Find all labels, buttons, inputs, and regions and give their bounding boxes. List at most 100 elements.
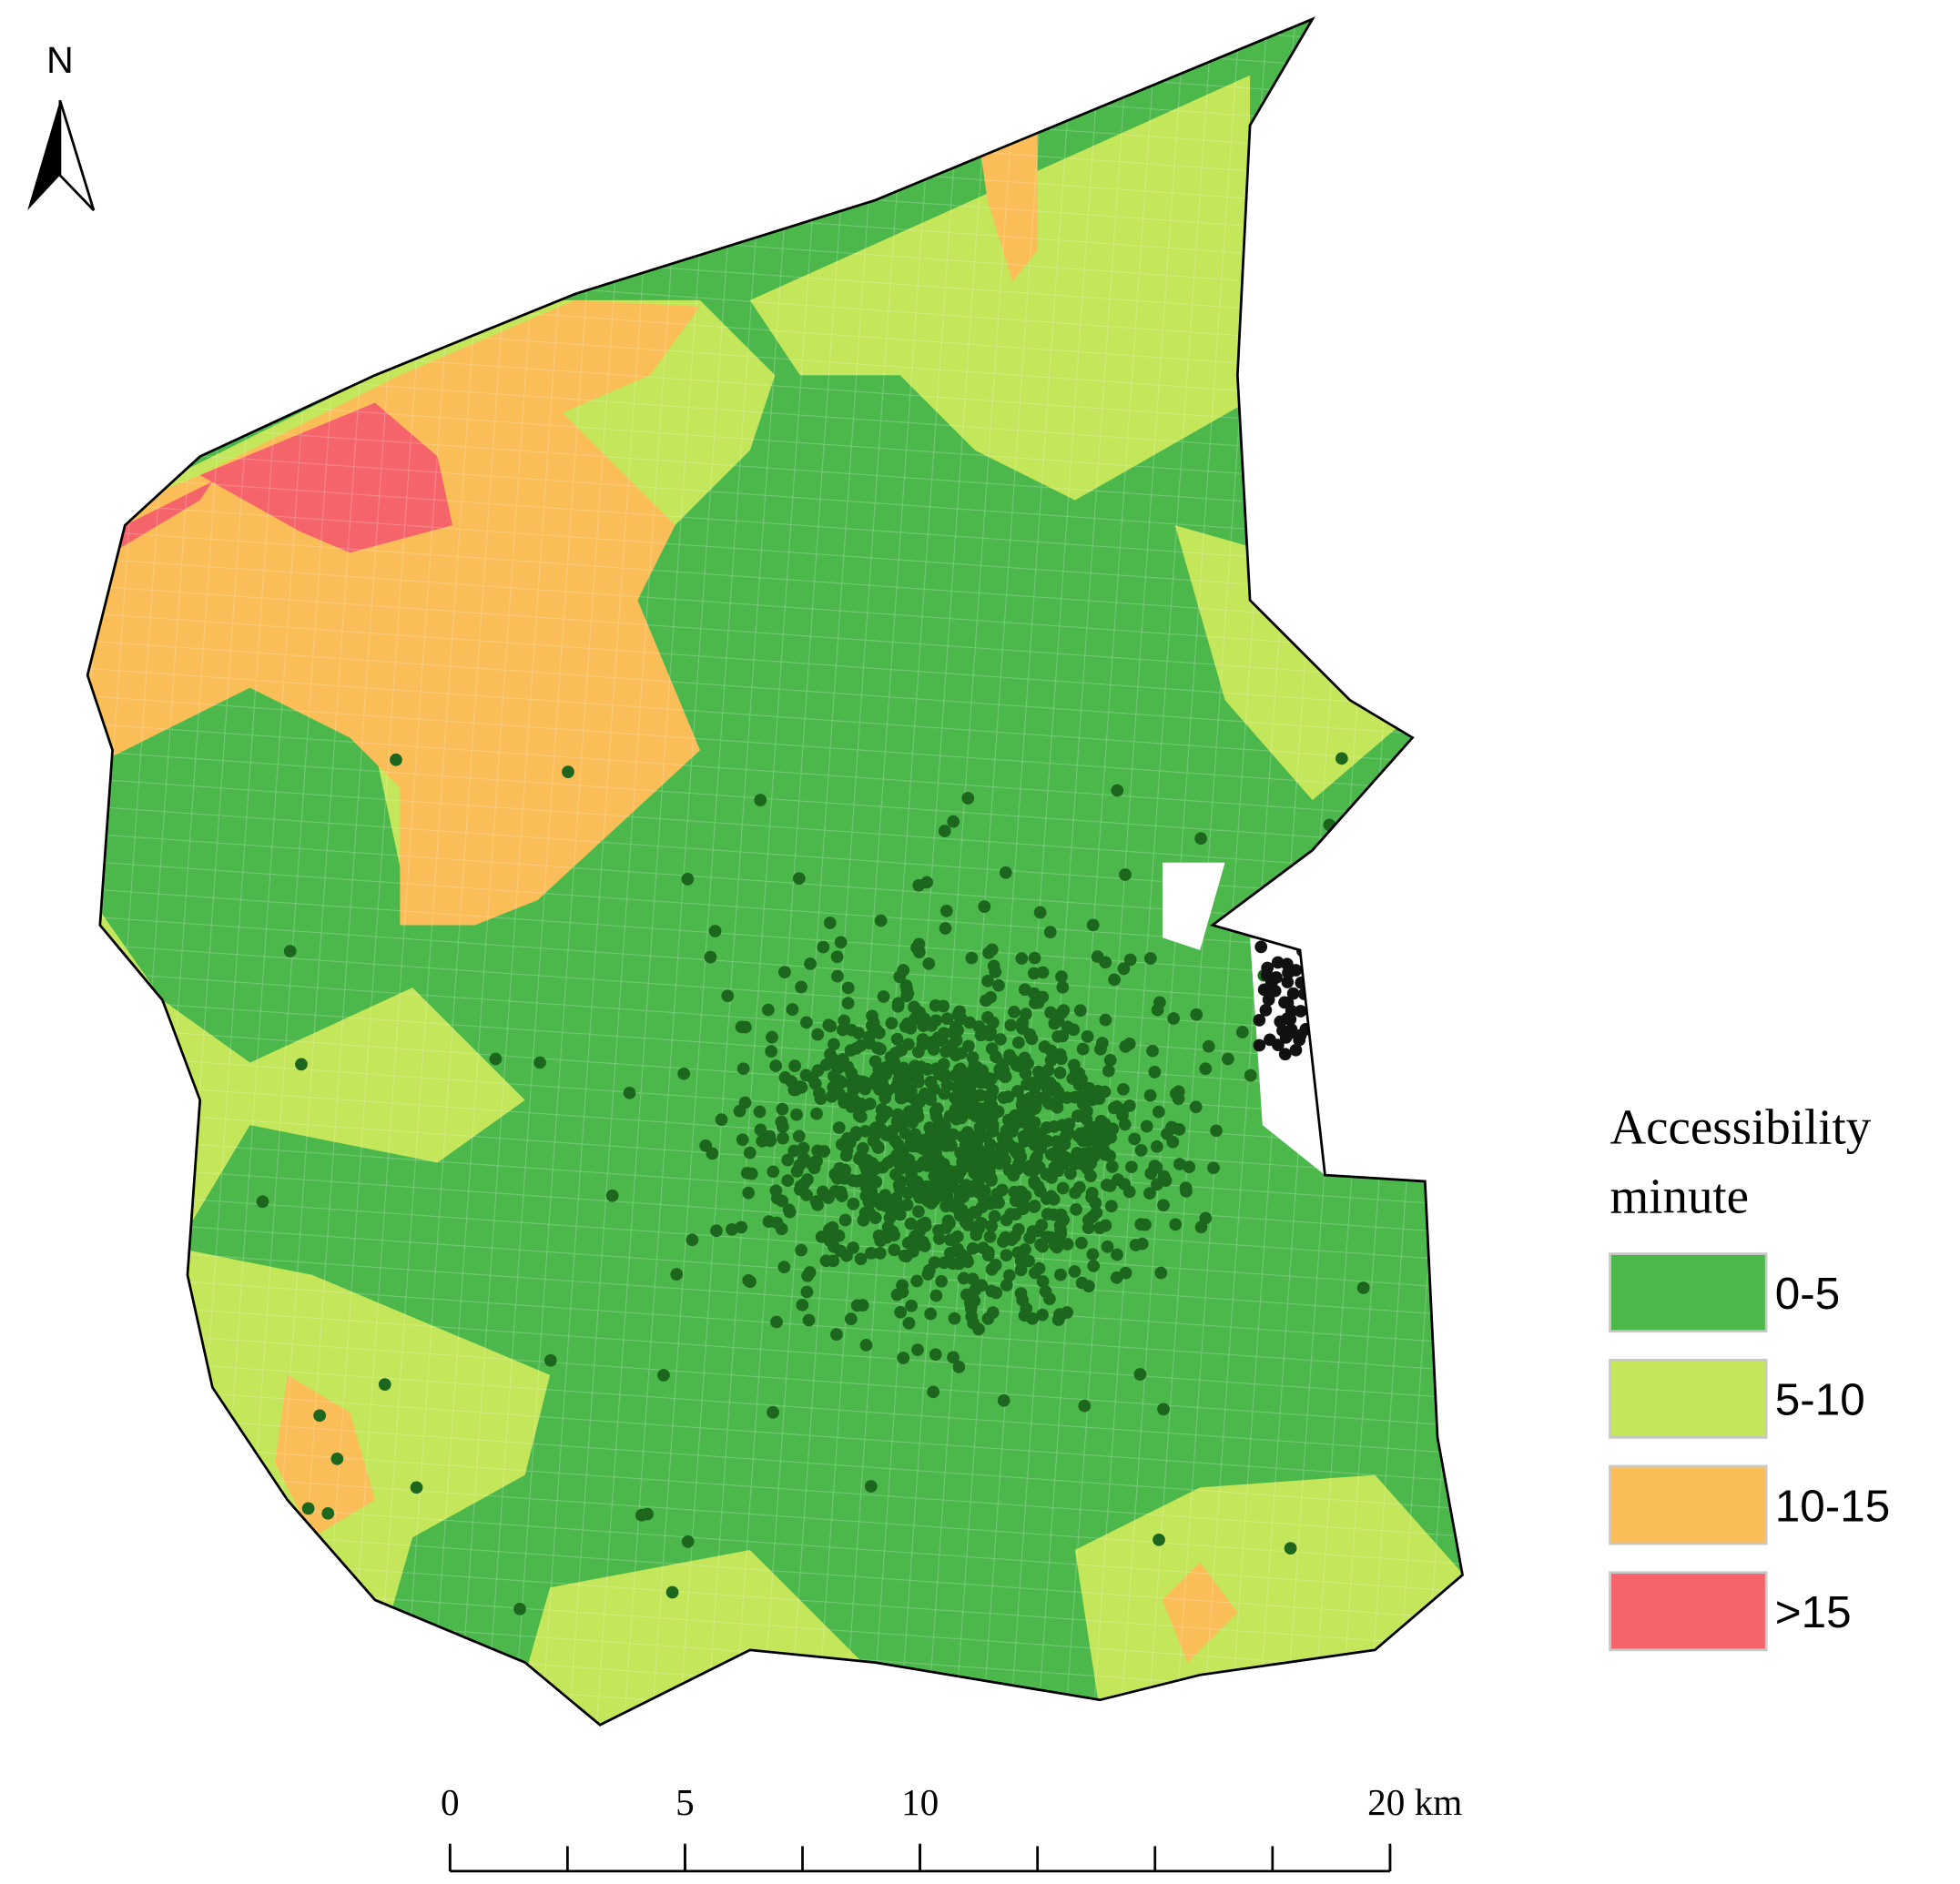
facility-point [796,1298,809,1312]
facility-point [985,1173,998,1187]
facility-point [706,1147,719,1160]
facility-point [885,1017,899,1030]
facility-point [378,1378,391,1391]
facility-point [1082,1280,1095,1292]
facility-point [802,1313,816,1327]
facility-point [858,1159,871,1172]
facility-point [1098,1148,1112,1161]
facility-point [681,1535,695,1548]
facility-point [1143,952,1157,965]
facility-point [1151,1178,1163,1191]
facility-point [1172,1092,1185,1106]
facility-point [910,1274,924,1288]
facility-point [1103,1180,1117,1192]
facility-point [957,1092,970,1105]
facility-point [935,1274,949,1288]
facility-point [904,1021,918,1035]
facility-point [905,1299,918,1312]
legend-title: Accessibility [1610,1099,1872,1155]
facility-point [891,997,905,1010]
facility-point [1014,1263,1028,1277]
facility-point [1119,868,1132,881]
facility-point [1044,1044,1058,1058]
facility-point [1003,1048,1016,1062]
facility-point [790,1108,803,1121]
facility-point [1004,1018,1018,1032]
facility-point [1146,1044,1159,1058]
facility-point [1056,980,1070,994]
facility-point [961,1219,975,1231]
facility-point [1202,1039,1215,1053]
facility-point [792,872,806,886]
facility-point [1017,1191,1031,1205]
facility-point [912,1205,925,1219]
facility-point [838,1171,851,1185]
facility-point [770,1216,784,1230]
facility-point [1189,1100,1203,1114]
facility-point [875,1123,889,1137]
facility-point [859,1339,873,1352]
facility-point [1111,784,1124,797]
legend-swatch [1609,1358,1768,1439]
facility-point [1034,1091,1047,1105]
facility-point [1070,1202,1082,1216]
facility-point [756,1134,769,1148]
facility-point [902,1317,916,1330]
facility-point [830,950,844,964]
facility-point [862,1030,876,1044]
facility-point [777,1120,789,1133]
facility-point [961,1126,974,1139]
facility-point [1018,983,1031,997]
facility-point [808,1077,822,1090]
facility-point [810,1107,823,1120]
facility-point [918,1133,930,1147]
facility-point [1119,1040,1132,1053]
facility-point [1031,996,1045,1009]
facility-point [1026,1225,1040,1238]
facility-point [933,1181,947,1195]
legend-title: minute [1610,1168,1749,1223]
facility-point [605,1189,619,1202]
facility-point [766,1030,778,1044]
facility-point [1183,1160,1196,1174]
facility-point [985,1220,999,1233]
facility-point [1054,1208,1068,1221]
facility-point [1000,1279,1013,1291]
facility-point [769,1059,783,1072]
facility-point [681,873,695,886]
facility-point [873,1246,887,1260]
facility-point [940,1012,954,1026]
facility-point [1051,1086,1065,1099]
facility-point [1007,1169,1021,1182]
legend-swatch [1609,1464,1768,1545]
facility-point [950,1230,964,1243]
facility-point [1221,1052,1234,1066]
facility-point [1055,970,1068,983]
facility-point [753,1105,767,1119]
facility-point [927,1385,940,1399]
facility-point [804,1157,818,1170]
facility-point [1260,968,1274,982]
facility-point [924,1093,938,1106]
facility-point [1293,1033,1306,1047]
facility-point [410,1481,423,1494]
facility-point [1194,832,1207,846]
facility-point [952,1071,965,1084]
facility-point [1289,1043,1303,1057]
facility-point [906,1140,919,1153]
facility-point [1031,1180,1045,1193]
facility-point [778,966,791,978]
facility-point [1278,996,1291,1009]
facility-point [738,1096,752,1109]
facility-point [1157,1170,1171,1183]
facility-point [971,1166,984,1180]
facility-point [1133,1368,1147,1381]
facility-point [677,1067,691,1080]
facility-point [1190,1008,1203,1021]
facility-point [967,1316,980,1330]
facility-point [1023,1091,1037,1105]
facility-point [533,1056,546,1069]
facility-point [1169,1218,1183,1231]
facility-point [736,1062,750,1076]
facility-point [929,999,942,1012]
